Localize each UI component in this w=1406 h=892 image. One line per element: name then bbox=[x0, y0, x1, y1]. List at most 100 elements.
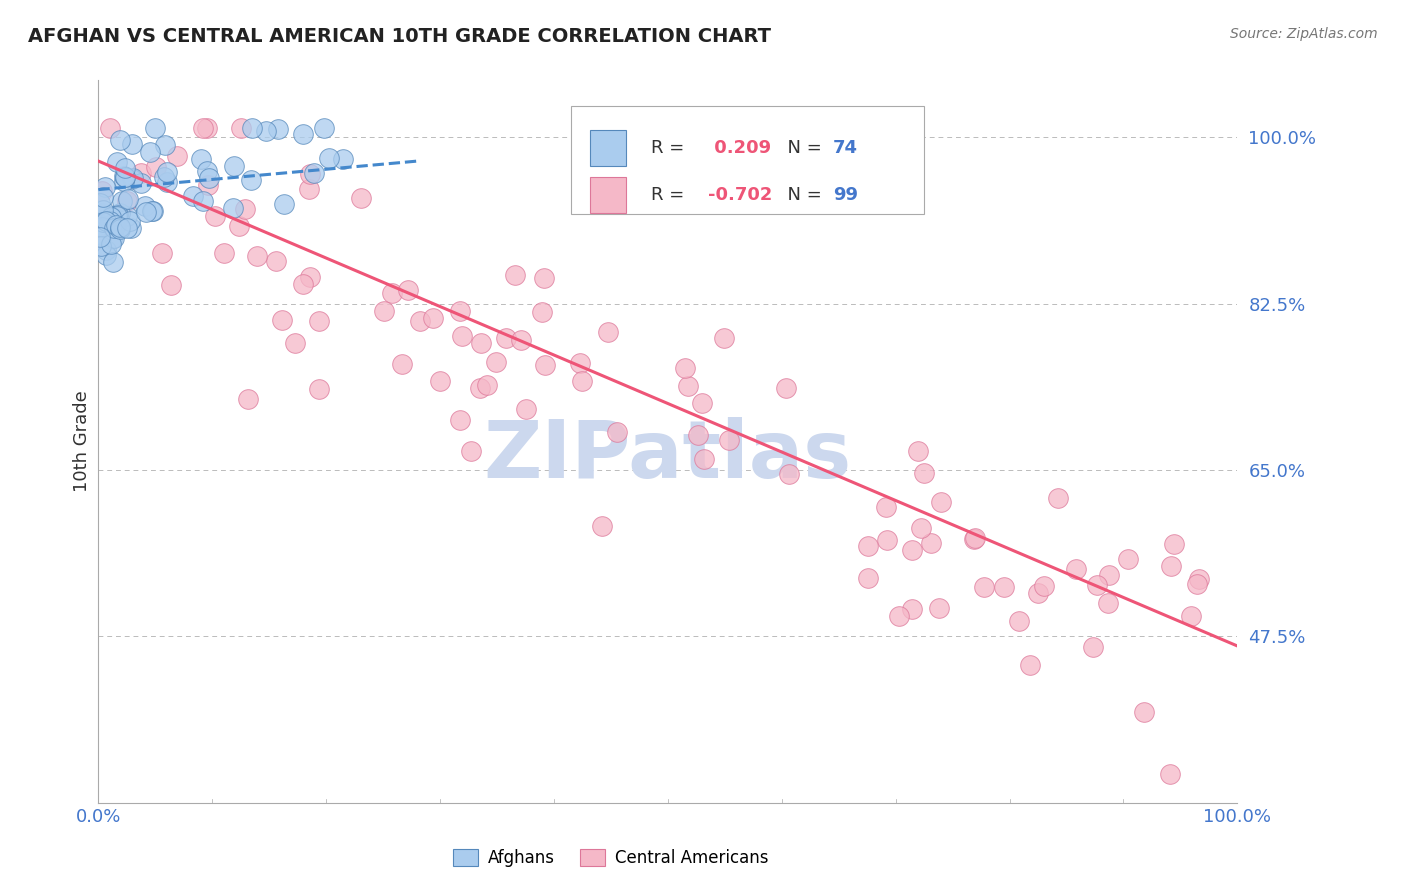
Point bbox=[928, 601, 950, 615]
Point bbox=[676, 378, 699, 392]
Point bbox=[690, 395, 713, 409]
Point bbox=[246, 249, 269, 263]
Point bbox=[308, 382, 330, 396]
Point bbox=[98, 214, 121, 228]
Point bbox=[89, 207, 111, 221]
Point bbox=[100, 210, 122, 224]
Point bbox=[409, 314, 432, 328]
Point bbox=[775, 381, 797, 395]
Point bbox=[197, 178, 219, 192]
Point bbox=[920, 536, 942, 550]
Point bbox=[115, 220, 138, 235]
Legend: Afghans, Central Americans: Afghans, Central Americans bbox=[453, 848, 769, 867]
Point bbox=[1160, 559, 1182, 574]
Point bbox=[214, 245, 236, 260]
FancyBboxPatch shape bbox=[591, 129, 626, 166]
Point bbox=[1097, 596, 1119, 610]
Point bbox=[91, 227, 114, 242]
Point bbox=[96, 243, 118, 257]
Text: N =: N = bbox=[776, 138, 828, 157]
Point bbox=[856, 539, 879, 553]
Point bbox=[503, 268, 526, 282]
Point bbox=[468, 381, 491, 395]
Point bbox=[910, 521, 932, 535]
Point bbox=[122, 171, 145, 186]
Point bbox=[1159, 767, 1181, 781]
Point bbox=[91, 219, 114, 234]
Point bbox=[470, 335, 492, 350]
Point bbox=[900, 542, 922, 557]
Point bbox=[688, 428, 710, 442]
Point bbox=[901, 602, 924, 616]
Text: R =: R = bbox=[651, 186, 690, 204]
Point bbox=[778, 467, 800, 482]
Point bbox=[876, 533, 898, 548]
Point bbox=[298, 181, 321, 195]
Point bbox=[1019, 657, 1042, 672]
Point bbox=[100, 237, 122, 252]
Point bbox=[515, 402, 537, 417]
Point bbox=[606, 425, 628, 439]
Point bbox=[266, 254, 288, 268]
Point bbox=[1081, 640, 1104, 654]
Text: N =: N = bbox=[776, 186, 828, 204]
Point bbox=[571, 374, 593, 388]
Text: 99: 99 bbox=[832, 186, 858, 204]
Point bbox=[907, 443, 929, 458]
Text: 74: 74 bbox=[832, 138, 858, 157]
Point bbox=[254, 123, 277, 137]
Point bbox=[475, 378, 498, 392]
Point bbox=[350, 191, 373, 205]
Text: ZIPatlas: ZIPatlas bbox=[484, 417, 852, 495]
Point bbox=[1064, 562, 1087, 576]
Point bbox=[134, 199, 156, 213]
Point bbox=[273, 197, 295, 211]
Point bbox=[96, 214, 118, 228]
Point bbox=[90, 238, 112, 252]
Point bbox=[105, 155, 128, 169]
Point bbox=[270, 312, 292, 326]
Point bbox=[929, 495, 952, 509]
Point bbox=[308, 314, 330, 328]
Text: AFGHAN VS CENTRAL AMERICAN 10TH GRADE CORRELATION CHART: AFGHAN VS CENTRAL AMERICAN 10TH GRADE CO… bbox=[28, 27, 770, 45]
Point bbox=[1185, 577, 1208, 591]
Point bbox=[1133, 705, 1156, 719]
Point bbox=[449, 304, 471, 318]
Point bbox=[89, 230, 111, 244]
Point bbox=[156, 175, 179, 189]
Point bbox=[91, 185, 114, 199]
Point bbox=[298, 269, 321, 284]
FancyBboxPatch shape bbox=[571, 105, 924, 214]
Point bbox=[115, 194, 138, 208]
Point bbox=[103, 231, 125, 245]
Point bbox=[284, 336, 307, 351]
Point bbox=[204, 210, 226, 224]
Point bbox=[191, 120, 214, 135]
Point bbox=[91, 206, 114, 220]
Point bbox=[231, 120, 253, 135]
Point bbox=[381, 286, 404, 301]
Point bbox=[193, 194, 215, 209]
Point bbox=[1033, 579, 1056, 593]
Point bbox=[238, 392, 260, 406]
Point bbox=[114, 161, 136, 175]
Point bbox=[298, 168, 321, 182]
Point bbox=[114, 170, 136, 185]
Point bbox=[152, 246, 174, 260]
Point bbox=[195, 120, 218, 135]
Point bbox=[101, 255, 124, 269]
Point bbox=[391, 357, 413, 371]
Point bbox=[332, 152, 354, 166]
Point bbox=[153, 138, 176, 153]
Text: -0.702: -0.702 bbox=[707, 186, 772, 204]
FancyBboxPatch shape bbox=[591, 178, 626, 213]
Point bbox=[101, 232, 124, 246]
Point bbox=[100, 211, 122, 225]
Point bbox=[94, 247, 117, 261]
Point bbox=[1047, 491, 1070, 505]
Point bbox=[1085, 578, 1108, 592]
Point bbox=[112, 173, 135, 187]
Point bbox=[318, 151, 340, 165]
Point bbox=[239, 173, 262, 187]
Point bbox=[240, 120, 263, 135]
